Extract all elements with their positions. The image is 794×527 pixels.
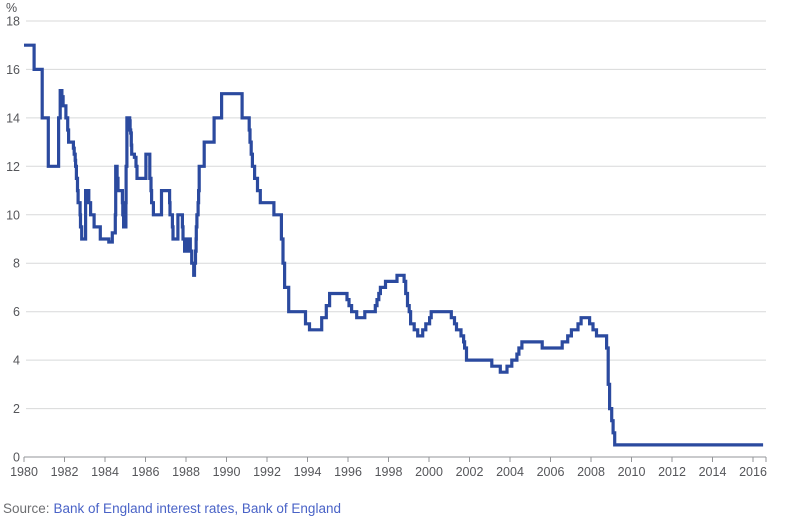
x-tick-label: 1994 [294,465,322,479]
y-tick-label: 14 [6,111,20,125]
source-line: Source: Bank of England interest rates, B… [3,501,341,516]
x-tick-label: 1992 [253,465,281,479]
source-link[interactable]: Bank of England interest rates, Bank of … [53,501,341,516]
x-tick-label: 2008 [577,465,605,479]
y-tick-label: 6 [13,305,20,319]
x-tick-label: 1998 [375,465,403,479]
x-tick-label: 1988 [172,465,200,479]
x-tick-label: 2016 [739,465,767,479]
y-tick-label: 4 [13,354,20,368]
x-tick-label: 2014 [699,465,727,479]
x-tick-label: 1996 [334,465,362,479]
source-label: Source: [3,501,50,516]
rate-step-line-plot: 0 2 4 6 8 10 12 14 16 18 1980 1982 1984 1986 1988 1990 1… [6,15,767,480]
y-tick-label: 16 [6,63,20,77]
y-tick-label: 10 [6,208,20,222]
y-tick-label: 12 [6,160,20,174]
x-tick-label: 2006 [537,465,565,479]
y-tick-label: 0 [13,451,20,465]
y-tick-label: 8 [13,257,20,271]
x-tick-label: 2012 [658,465,686,479]
x-tick-label: 1986 [132,465,160,479]
x-tick-label: 2004 [496,465,524,479]
x-tick-label: 1984 [91,465,119,479]
x-tick-label: 2000 [415,465,443,479]
rate-line [24,43,764,447]
y-axis-unit-label: % [6,1,18,15]
x-tick-label: 2002 [456,465,484,479]
x-tick-label: 1982 [51,465,79,479]
x-tick-label: 1990 [213,465,241,479]
interest-rate-chart: % 0 2 4 6 8 10 12 14 16 18 1980 1982 1984 1986 1988 199… [6,1,767,480]
x-tick-label: 2010 [618,465,646,479]
x-tick-label: 1980 [10,465,38,479]
y-tick-label: 18 [6,15,20,29]
y-tick-label: 2 [13,402,20,416]
